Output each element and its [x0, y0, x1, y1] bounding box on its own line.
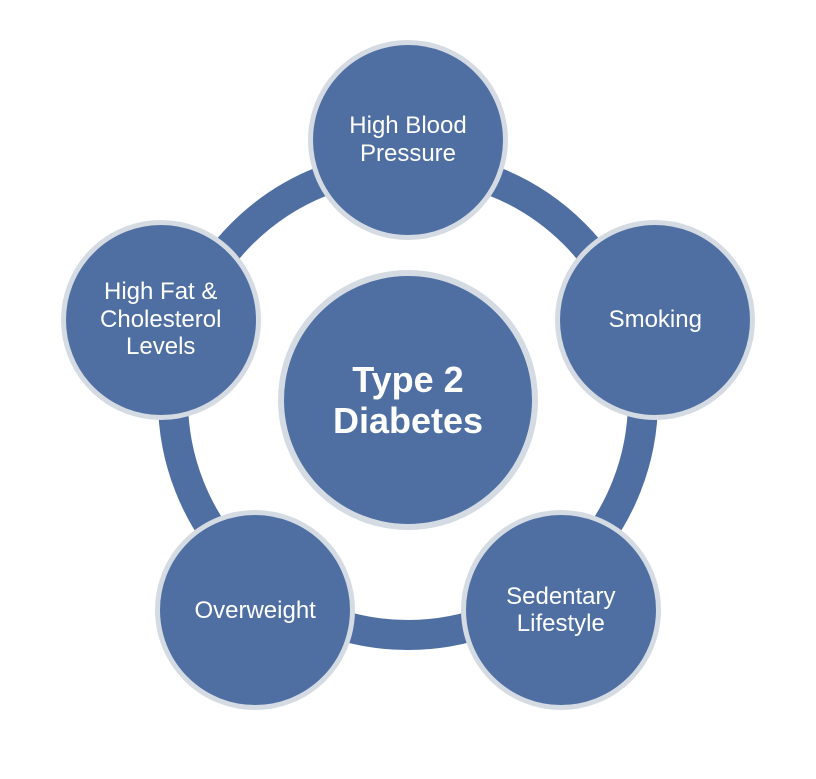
outer-node-3: Overweight [155, 510, 355, 710]
outer-node-label-0: High Blood Pressure [339, 112, 476, 167]
outer-node-label-3: Overweight [184, 597, 325, 625]
outer-node-label-1: Smoking [599, 306, 712, 334]
outer-node-0: High Blood Pressure [308, 40, 508, 240]
outer-node-1: Smoking [555, 220, 755, 420]
outer-node-2: Sedentary Lifestyle [461, 510, 661, 710]
center-node: Type 2 Diabetes [278, 270, 538, 530]
outer-node-label-2: Sedentary Lifestyle [496, 583, 625, 638]
outer-node-4: High Fat & Cholesterol Levels [61, 220, 261, 420]
outer-node-label-4: High Fat & Cholesterol Levels [90, 278, 231, 361]
center-node-label: Type 2 Diabetes [323, 359, 493, 442]
diagram-stage: Type 2 Diabetes High Blood Pressure Smokin… [0, 0, 816, 779]
